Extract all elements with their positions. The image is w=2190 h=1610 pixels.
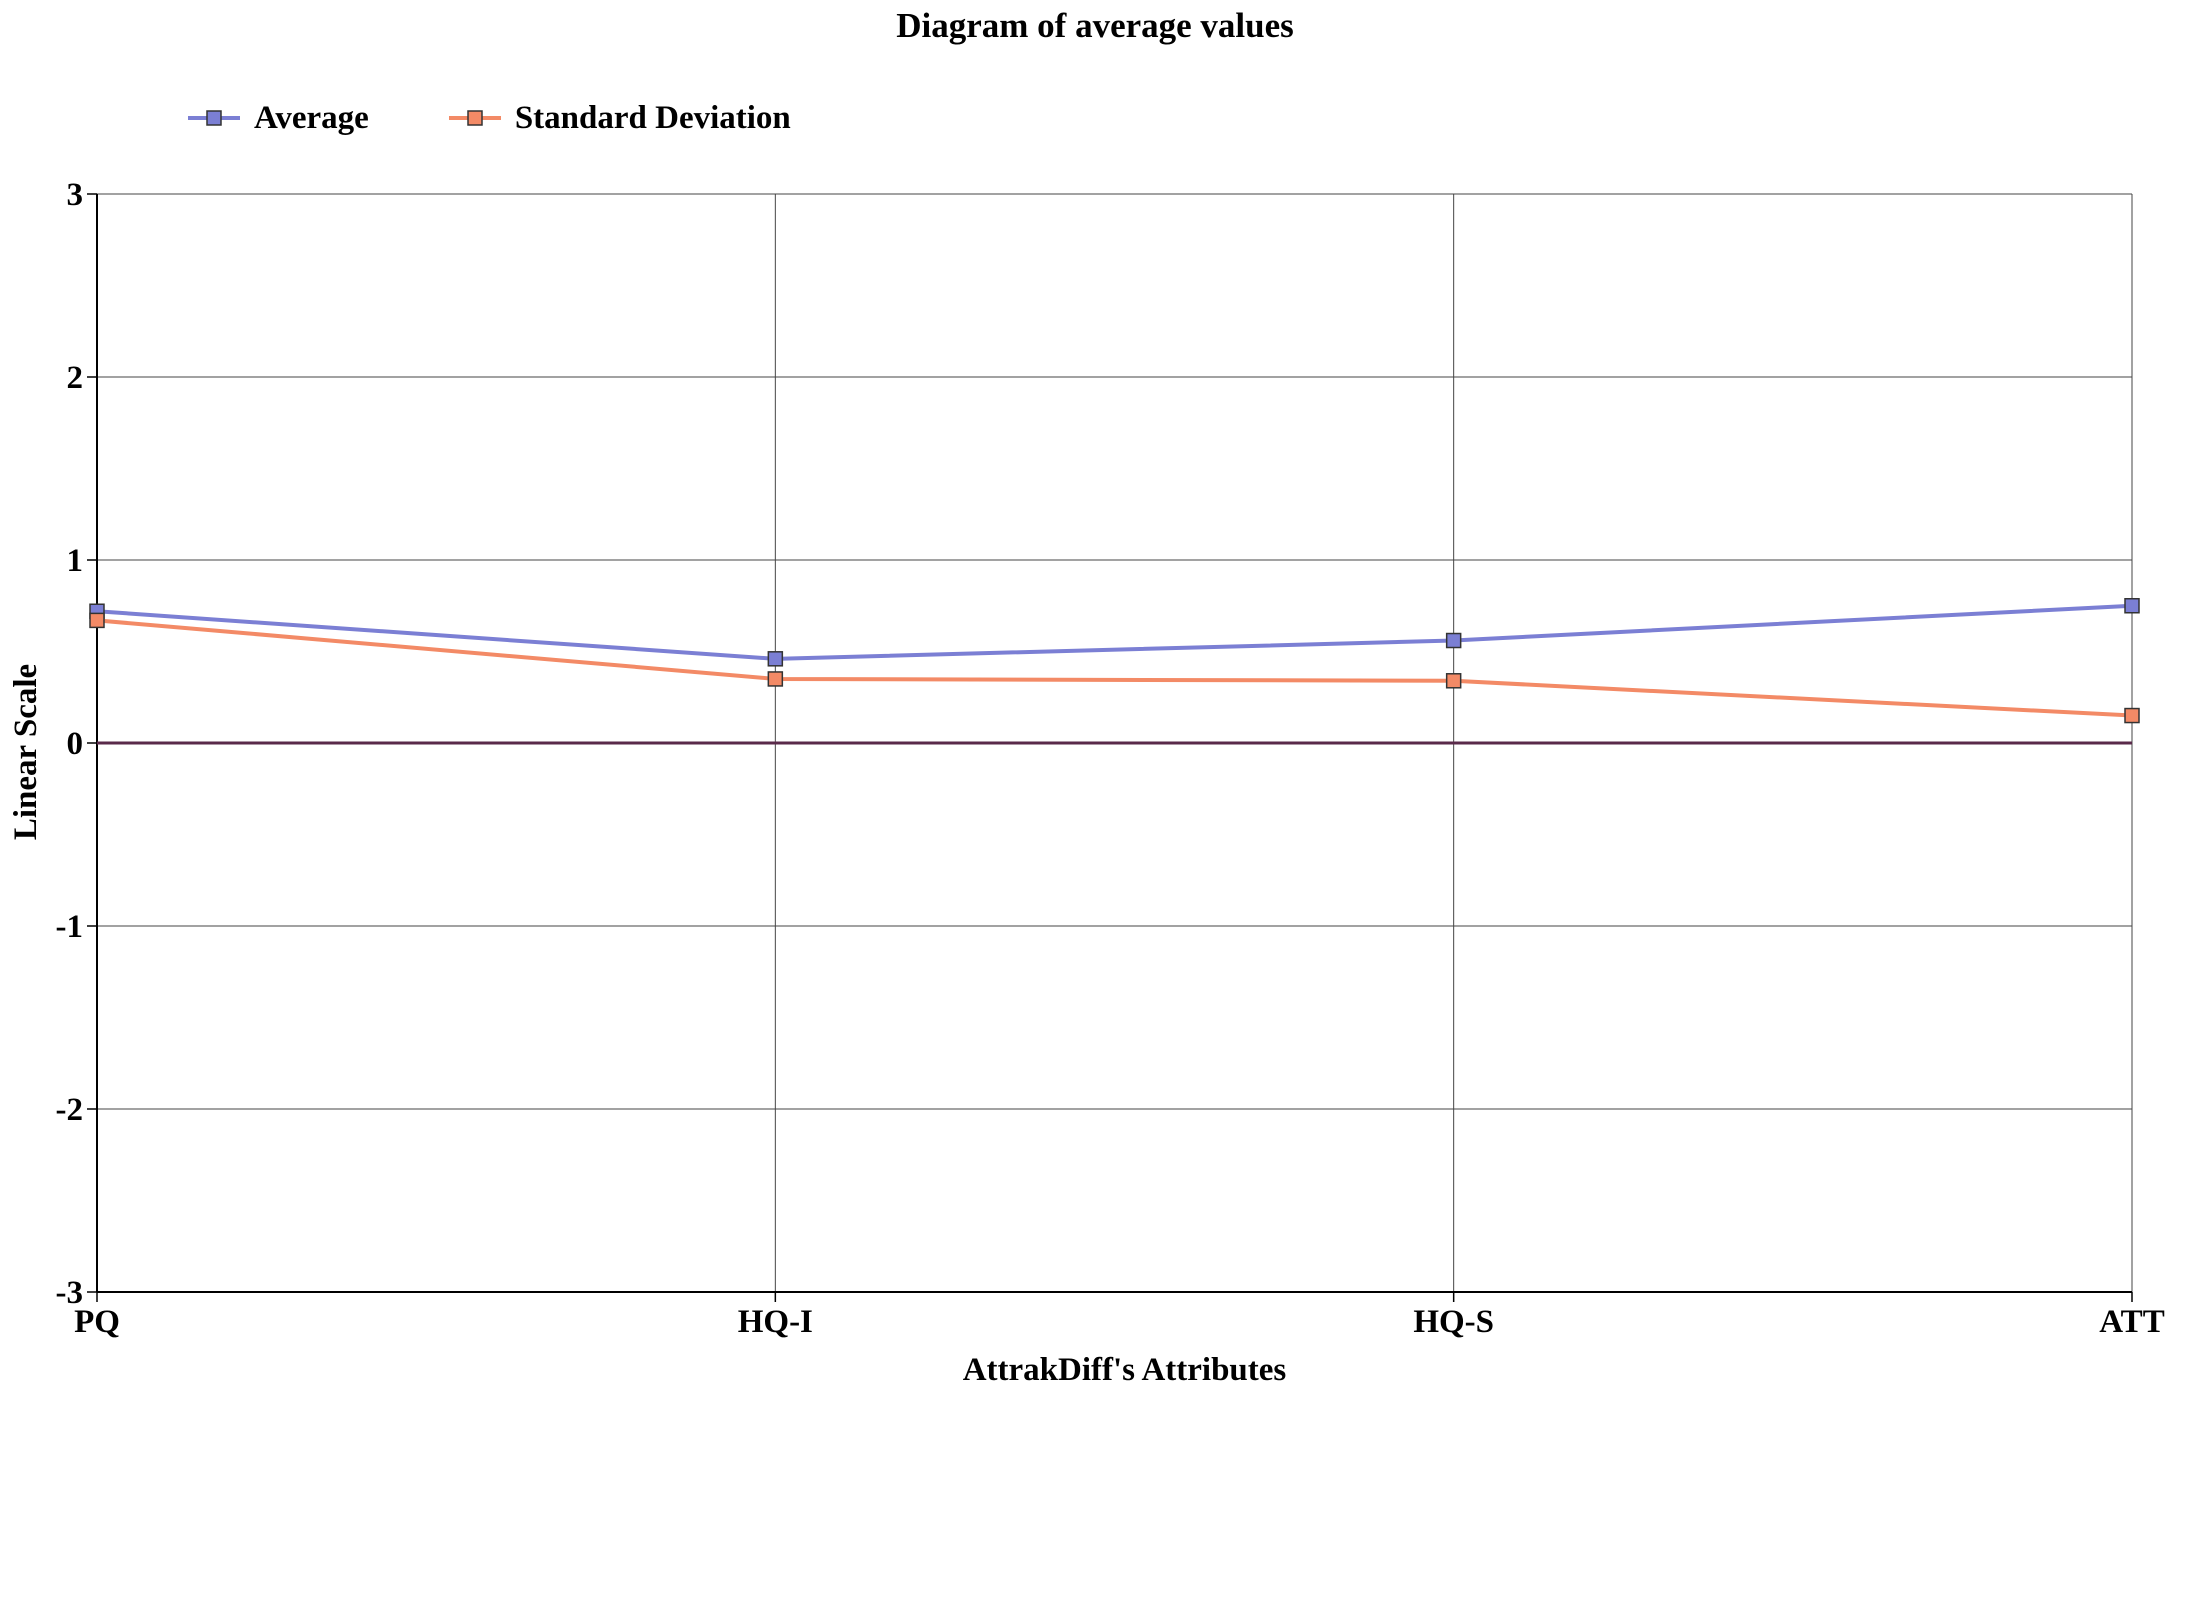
y-tick-label: -1 bbox=[56, 909, 84, 945]
legend-item-average[interactable]: Average bbox=[188, 100, 369, 137]
data-point-standard-deviation bbox=[2124, 707, 2140, 724]
y-tick-label: 3 bbox=[67, 177, 84, 213]
y-tick-label: 0 bbox=[67, 726, 84, 762]
x-tick-label: HQ-S bbox=[1413, 1304, 1494, 1340]
legend-label-average: Average bbox=[254, 99, 369, 136]
data-point-average bbox=[1445, 632, 1462, 649]
x-tick-label: HQ-I bbox=[738, 1304, 813, 1340]
legend: Average Standard Deviation bbox=[188, 95, 791, 141]
data-point-standard-deviation bbox=[89, 612, 105, 629]
data-point-standard-deviation bbox=[1445, 673, 1462, 689]
legend-swatch-average bbox=[188, 110, 240, 126]
y-tick-label: 1 bbox=[67, 543, 84, 579]
legend-item-standard-deviation[interactable]: Standard Deviation bbox=[448, 99, 791, 137]
series-line-standard-deviation bbox=[96, 618, 2133, 718]
y-tick-label: 2 bbox=[67, 360, 84, 396]
y-tick-label: -3 bbox=[56, 1275, 84, 1311]
legend-label-standard-deviation: Standard Deviation bbox=[514, 99, 791, 136]
data-point-standard-deviation bbox=[767, 671, 784, 687]
y-axis-label: Linear Scale bbox=[8, 664, 44, 840]
legend-swatch-standard-deviation bbox=[448, 110, 501, 126]
x-tick-label: PQ bbox=[74, 1304, 120, 1340]
x-tick-label: ATT bbox=[2099, 1304, 2164, 1340]
data-point-average bbox=[2124, 598, 2140, 614]
data-point-average bbox=[767, 651, 784, 667]
y-tick-label: -2 bbox=[56, 1092, 84, 1128]
x-axis-label: AttrakDiff's Attributes bbox=[963, 1352, 1287, 1388]
series-line-average bbox=[96, 603, 2133, 661]
chart-title: Diagram of average values bbox=[896, 6, 1294, 45]
